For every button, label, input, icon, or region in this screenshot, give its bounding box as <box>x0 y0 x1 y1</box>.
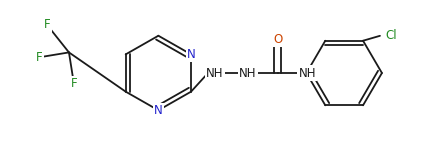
Text: N: N <box>154 104 163 117</box>
Text: N: N <box>187 48 195 61</box>
Text: F: F <box>70 77 77 90</box>
Text: NH: NH <box>299 66 316 80</box>
Text: NH: NH <box>206 66 224 80</box>
Text: F: F <box>36 51 42 64</box>
Text: NH: NH <box>239 66 257 80</box>
Text: O: O <box>273 33 282 46</box>
Text: Cl: Cl <box>385 29 397 42</box>
Text: F: F <box>44 18 51 31</box>
